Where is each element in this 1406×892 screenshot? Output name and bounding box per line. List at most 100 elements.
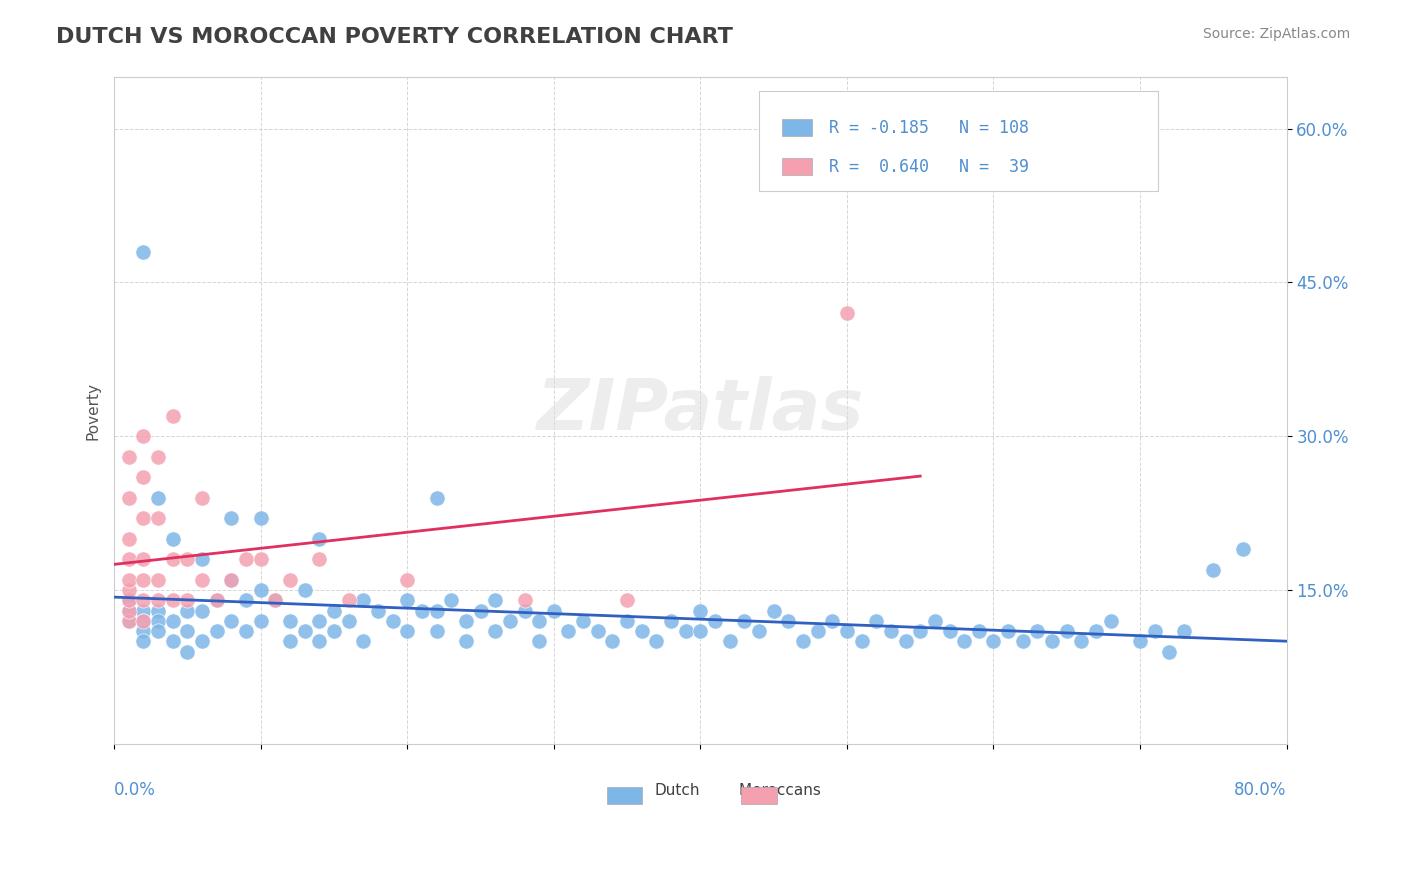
Point: [118, 532, 141, 546]
Text: Dutch: Dutch: [655, 783, 700, 798]
Point: [484, 593, 506, 607]
Point: [118, 450, 141, 464]
Point: [630, 624, 652, 638]
Point: [205, 593, 228, 607]
Point: [221, 614, 243, 628]
Point: [484, 624, 506, 638]
FancyBboxPatch shape: [759, 91, 1157, 191]
Point: [426, 491, 449, 505]
FancyBboxPatch shape: [783, 120, 811, 136]
Text: 0.0%: 0.0%: [114, 781, 156, 799]
Point: [967, 624, 990, 638]
Point: [426, 603, 449, 617]
Point: [132, 603, 155, 617]
Point: [411, 603, 433, 617]
Point: [308, 552, 330, 566]
Point: [323, 624, 346, 638]
Point: [249, 582, 271, 597]
Text: ZIPatlas: ZIPatlas: [537, 376, 865, 445]
Point: [616, 614, 638, 628]
Point: [132, 573, 155, 587]
Point: [132, 470, 155, 484]
Point: [264, 593, 287, 607]
Point: [132, 552, 155, 566]
Point: [191, 491, 214, 505]
Point: [146, 624, 169, 638]
Point: [894, 634, 917, 648]
Point: [337, 593, 360, 607]
Point: [851, 634, 873, 648]
Point: [191, 552, 214, 566]
Point: [132, 429, 155, 443]
Point: [1129, 634, 1152, 648]
Point: [352, 593, 374, 607]
Point: [176, 644, 198, 658]
Point: [513, 603, 536, 617]
Point: [118, 603, 141, 617]
Point: [146, 450, 169, 464]
Point: [221, 573, 243, 587]
Point: [675, 624, 697, 638]
Point: [1202, 562, 1225, 576]
Point: [1143, 624, 1166, 638]
Text: DUTCH VS MOROCCAN POVERTY CORRELATION CHART: DUTCH VS MOROCCAN POVERTY CORRELATION CH…: [56, 27, 733, 46]
Point: [294, 624, 316, 638]
Point: [221, 573, 243, 587]
Text: R =  0.640   N =  39: R = 0.640 N = 39: [830, 158, 1029, 176]
Point: [132, 634, 155, 648]
FancyBboxPatch shape: [783, 159, 811, 175]
Point: [249, 511, 271, 525]
Point: [733, 614, 755, 628]
Point: [308, 634, 330, 648]
Point: [205, 593, 228, 607]
Point: [1232, 542, 1254, 557]
Point: [337, 614, 360, 628]
Point: [146, 573, 169, 587]
Point: [513, 593, 536, 607]
Point: [381, 614, 404, 628]
Point: [264, 593, 287, 607]
Point: [586, 624, 609, 638]
Point: [278, 573, 301, 587]
Point: [118, 582, 141, 597]
Point: [221, 511, 243, 525]
Text: Source: ZipAtlas.com: Source: ZipAtlas.com: [1202, 27, 1350, 41]
Point: [659, 614, 682, 628]
Point: [718, 634, 741, 648]
Point: [205, 624, 228, 638]
Point: [118, 603, 141, 617]
Point: [235, 624, 257, 638]
Point: [176, 603, 198, 617]
Point: [426, 624, 449, 638]
Point: [162, 593, 184, 607]
Point: [527, 614, 550, 628]
Point: [1173, 624, 1195, 638]
Point: [132, 624, 155, 638]
Point: [132, 593, 155, 607]
Point: [235, 593, 257, 607]
Point: [557, 624, 579, 638]
Point: [1040, 634, 1063, 648]
Point: [543, 603, 565, 617]
Point: [191, 634, 214, 648]
Point: [440, 593, 463, 607]
Point: [821, 614, 844, 628]
FancyBboxPatch shape: [741, 787, 776, 804]
Point: [762, 603, 785, 617]
Point: [118, 614, 141, 628]
Point: [572, 614, 595, 628]
Point: [792, 634, 814, 648]
Point: [132, 244, 155, 259]
Point: [704, 614, 727, 628]
Text: 80.0%: 80.0%: [1234, 781, 1286, 799]
Point: [454, 614, 477, 628]
Point: [1159, 644, 1181, 658]
Point: [1085, 624, 1108, 638]
Point: [146, 491, 169, 505]
FancyBboxPatch shape: [606, 787, 641, 804]
Point: [162, 409, 184, 423]
Point: [176, 593, 198, 607]
Point: [146, 511, 169, 525]
Point: [162, 532, 184, 546]
Point: [470, 603, 492, 617]
